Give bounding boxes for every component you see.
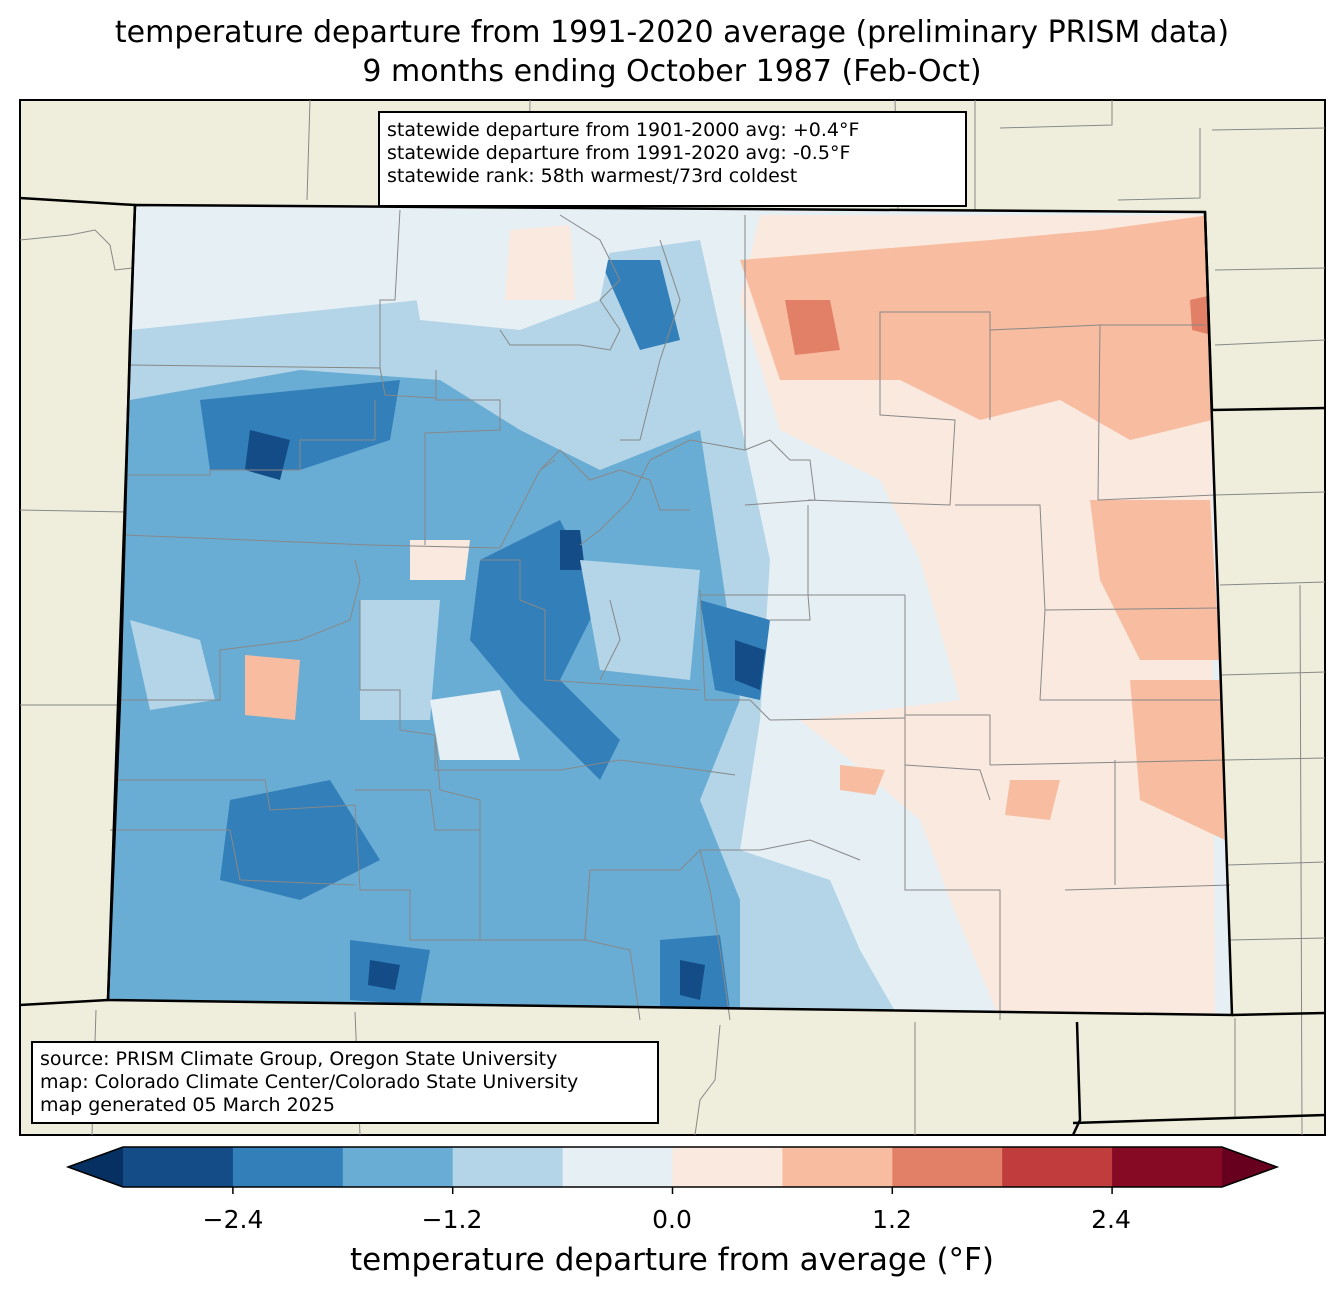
colorbar-segment: [892, 1147, 1003, 1187]
colorbar-tick: −2.4: [202, 1205, 264, 1234]
colorbar-extend-low: [68, 1147, 123, 1187]
colorbar-segment: [1002, 1147, 1113, 1187]
colorbar-extend-high: [1222, 1147, 1277, 1187]
colorbar-tick: −1.2: [421, 1205, 483, 1234]
chart-title: temperature departure from 1991-2020 ave…: [114, 15, 1230, 50]
source-box: source: PRISM Climate Group, Oregon Stat…: [31, 1041, 659, 1124]
colorbar-segment: [123, 1147, 234, 1187]
colorbar-segment: [1112, 1147, 1223, 1187]
colorbar-tick: 1.2: [872, 1205, 912, 1234]
state-borders: [19, 196, 1326, 1136]
temperature-map: [19, 99, 1326, 1136]
colorbar: [65, 1146, 1280, 1194]
colorbar-label: temperature departure from average (°F): [350, 1242, 994, 1278]
colorbar-tick: 2.4: [1091, 1205, 1131, 1234]
warm-anomaly-areas: [245, 215, 1225, 1015]
neighbor-county-lines: [19, 99, 1326, 1136]
source-line-prism: source: PRISM Climate Group, Oregon Stat…: [40, 1048, 558, 1070]
colorbar-segment: [342, 1147, 454, 1187]
colorbar-segment: [672, 1147, 783, 1187]
colorbar-segment: [782, 1147, 893, 1187]
colorbar-outline: [65, 1146, 1280, 1188]
chart-subtitle: 9 months ending October 1987 (Feb-Oct): [362, 54, 982, 89]
statewide-stats-box: statewide departure from 1901-2000 avg: …: [378, 111, 967, 207]
stats-line-1901-2000: statewide departure from 1901-2000 avg: …: [387, 119, 860, 141]
county-lines: [110, 209, 1231, 1021]
stats-line-1991-2020: statewide departure from 1991-2020 avg: …: [387, 142, 851, 164]
source-line-generated: map generated 05 March 2025: [40, 1094, 335, 1116]
colorbar-segment: [562, 1147, 673, 1187]
colorbar-segment: [232, 1147, 344, 1187]
stats-line-rank: statewide rank: 58th warmest/73rd coldes…: [387, 165, 798, 187]
colorbar-tick: 0.0: [652, 1205, 692, 1234]
colorbar-segment: [452, 1147, 564, 1187]
source-line-map: map: Colorado Climate Center/Colorado St…: [40, 1071, 579, 1093]
cool-anomaly-areas: [108, 205, 900, 1015]
